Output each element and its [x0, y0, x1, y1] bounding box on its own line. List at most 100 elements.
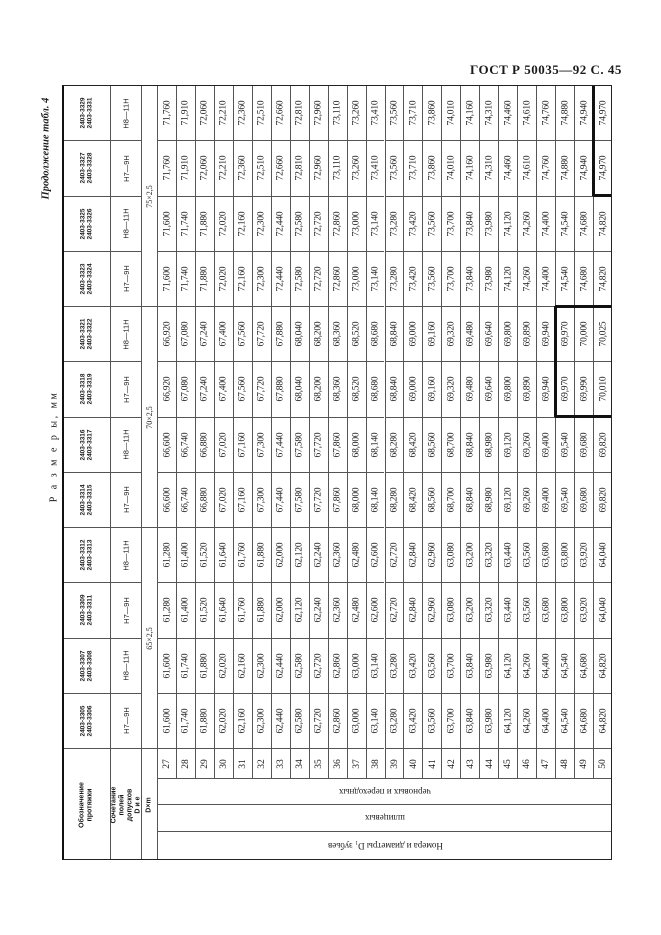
value-cell: 63,140	[365, 637, 385, 693]
group-dm-70×2,5: 70×2,5	[141, 306, 157, 527]
value-cell: 74,010	[441, 140, 461, 196]
value-cell: 62,720	[308, 637, 328, 693]
value-cell: 68,200	[308, 361, 328, 417]
value-cell: 68,560	[422, 416, 442, 472]
value-cell: 63,980	[479, 637, 499, 693]
column-tolerance: H7—9H	[110, 582, 141, 638]
row-number: 47	[536, 748, 556, 778]
value-cell: 72,210	[213, 140, 233, 196]
value-cell: 69,890	[517, 361, 537, 417]
value-cell: 63,560	[422, 637, 442, 693]
value-cell: 69,940	[536, 361, 556, 417]
value-cell: 62,360	[327, 582, 347, 638]
column-tolerance: H7—9H	[110, 471, 141, 527]
value-cell: 72,720	[308, 250, 328, 306]
value-cell: 61,640	[213, 582, 233, 638]
value-cell: 67,880	[270, 306, 290, 362]
value-cell: 63,200	[460, 582, 480, 638]
value-cell: 73,280	[384, 195, 404, 251]
value-cell: 73,110	[327, 140, 347, 196]
value-cell: 71,880	[194, 195, 214, 251]
value-cell: 68,840	[460, 416, 480, 472]
value-cell: 61,880	[194, 692, 214, 748]
value-cell: 63,980	[479, 692, 499, 748]
value-cell: 73,280	[384, 250, 404, 306]
value-cell: 62,480	[346, 527, 366, 583]
thick-border-line	[591, 85, 595, 196]
value-cell: 68,040	[289, 306, 309, 362]
value-cell: 74,460	[498, 140, 518, 196]
value-cell: 67,580	[289, 416, 309, 472]
value-cell: 73,000	[346, 250, 366, 306]
value-cell: 72,810	[289, 140, 309, 196]
value-cell: 61,880	[251, 582, 271, 638]
row-number: 34	[289, 748, 309, 778]
value-cell: 67,720	[251, 306, 271, 362]
value-cell: 71,600	[157, 250, 176, 306]
value-cell: 63,800	[555, 582, 575, 638]
stub-tolerance: Сочетание полей допусков D и e	[110, 748, 141, 860]
value-cell: 62,160	[232, 692, 252, 748]
value-cell: 68,360	[327, 361, 347, 417]
value-cell: 63,700	[441, 692, 461, 748]
row-number: 27	[157, 748, 176, 778]
value-cell: 63,080	[441, 582, 461, 638]
value-cell: 74,400	[536, 195, 556, 251]
value-cell: 74,880	[555, 140, 575, 196]
value-cell: 64,680	[574, 637, 594, 693]
value-cell: 68,700	[441, 471, 461, 527]
value-cell: 72,060	[194, 140, 214, 196]
value-cell: 61,520	[194, 582, 214, 638]
value-cell: 69,820	[593, 471, 612, 527]
value-cell: 67,560	[232, 361, 252, 417]
value-cell: 61,740	[175, 637, 195, 693]
column-tolerance: H8—11H	[110, 637, 141, 693]
value-cell: 63,840	[460, 692, 480, 748]
value-cell: 68,280	[384, 416, 404, 472]
value-cell: 74,310	[479, 140, 499, 196]
value-cell: 68,700	[441, 416, 461, 472]
value-cell: 72,860	[327, 195, 347, 251]
column-tolerance: H8—11H	[110, 195, 141, 251]
value-cell: 67,240	[194, 306, 214, 362]
value-cell: 68,680	[365, 361, 385, 417]
value-cell: 74,120	[498, 250, 518, 306]
value-cell: 67,400	[213, 306, 233, 362]
value-cell: 72,300	[251, 250, 271, 306]
value-cell: 62,440	[270, 692, 290, 748]
value-cell: 68,840	[460, 471, 480, 527]
value-cell: 74,940	[574, 140, 594, 196]
value-cell: 64,040	[593, 527, 612, 583]
value-cell: 67,860	[327, 471, 347, 527]
value-cell: 62,840	[403, 582, 423, 638]
value-cell: 63,680	[536, 582, 556, 638]
value-cell: 67,580	[289, 471, 309, 527]
value-cell: 64,540	[555, 692, 575, 748]
value-cell: 62,580	[289, 637, 309, 693]
value-cell: 73,420	[403, 195, 423, 251]
row-number: 32	[251, 748, 271, 778]
value-cell: 73,420	[403, 250, 423, 306]
row-number: 30	[213, 748, 233, 778]
value-cell: 63,000	[346, 692, 366, 748]
value-cell: 62,020	[213, 637, 233, 693]
continuation-text: Продолжение табл. 4	[40, 97, 52, 200]
value-cell: 62,300	[251, 637, 271, 693]
row-number: 39	[384, 748, 404, 778]
value-cell: 62,000	[270, 527, 290, 583]
value-cell: 66,600	[157, 471, 176, 527]
row-number: 49	[574, 748, 594, 778]
value-cell: 64,260	[517, 692, 537, 748]
value-cell: 74,760	[536, 140, 556, 196]
value-cell: 67,020	[213, 416, 233, 472]
value-cell: 72,160	[232, 195, 252, 251]
value-cell: 63,680	[536, 527, 556, 583]
value-cell: 68,680	[365, 306, 385, 362]
value-cell: 71,910	[175, 140, 195, 196]
value-cell: 69,940	[536, 306, 556, 362]
value-cell: 68,560	[422, 471, 442, 527]
value-cell: 73,140	[365, 195, 385, 251]
value-cell: 72,020	[213, 195, 233, 251]
value-cell: 66,740	[175, 471, 195, 527]
value-cell: 64,400	[536, 692, 556, 748]
